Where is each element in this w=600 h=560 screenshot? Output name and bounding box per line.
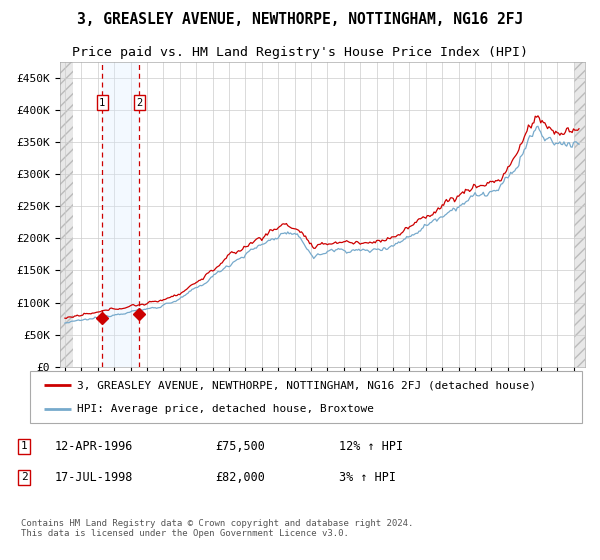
Text: 1: 1 xyxy=(21,441,28,451)
Text: 12% ↑ HPI: 12% ↑ HPI xyxy=(340,440,404,453)
FancyBboxPatch shape xyxy=(30,371,582,423)
Bar xyxy=(103,62,139,367)
Text: 3, GREASLEY AVENUE, NEWTHORPE, NOTTINGHAM, NG16 2FJ: 3, GREASLEY AVENUE, NEWTHORPE, NOTTINGHA… xyxy=(77,12,523,27)
Text: Price paid vs. HM Land Registry's House Price Index (HPI): Price paid vs. HM Land Registry's House … xyxy=(72,46,528,59)
Text: £75,500: £75,500 xyxy=(215,440,265,453)
Text: 1: 1 xyxy=(99,98,106,108)
Text: 17-JUL-1998: 17-JUL-1998 xyxy=(55,471,133,484)
Text: £82,000: £82,000 xyxy=(215,471,265,484)
Text: Contains HM Land Registry data © Crown copyright and database right 2024.
This d: Contains HM Land Registry data © Crown c… xyxy=(21,519,413,538)
Text: 2: 2 xyxy=(136,98,143,108)
Text: HPI: Average price, detached house, Broxtowe: HPI: Average price, detached house, Brox… xyxy=(77,404,374,414)
Bar xyxy=(574,62,585,367)
Text: 12-APR-1996: 12-APR-1996 xyxy=(55,440,133,453)
Text: 3, GREASLEY AVENUE, NEWTHORPE, NOTTINGHAM, NG16 2FJ (detached house): 3, GREASLEY AVENUE, NEWTHORPE, NOTTINGHA… xyxy=(77,380,536,390)
Text: 3% ↑ HPI: 3% ↑ HPI xyxy=(340,471,397,484)
Text: 2: 2 xyxy=(21,473,28,482)
Bar xyxy=(60,62,73,367)
